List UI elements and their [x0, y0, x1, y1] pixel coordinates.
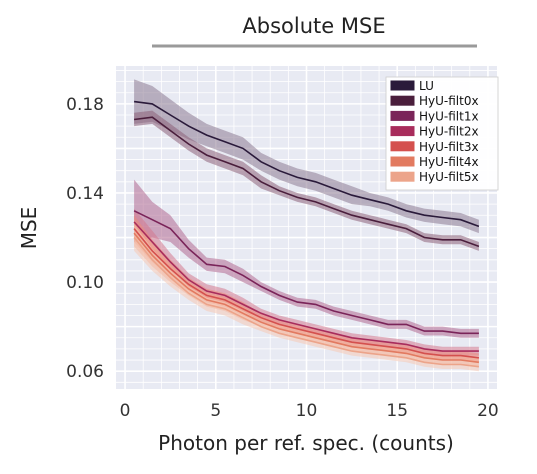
legend-swatch	[390, 171, 415, 182]
legend: LUHyU-filt0xHyU-filt1xHyU-filt2xHyU-filt…	[385, 76, 499, 191]
y-tick-label: 0.18	[66, 95, 104, 115]
error-band-2	[134, 179, 479, 338]
y-axis-label: MSE	[17, 207, 41, 250]
error-band-1	[134, 110, 479, 251]
y-axis-ticks: 0.06 0.10 0.14 0.18	[66, 95, 104, 382]
legend-label: HyU-filt4x	[419, 155, 479, 169]
legend-swatch	[390, 95, 415, 106]
series-lines	[133, 100, 480, 368]
chart-title: Absolute MSE	[242, 14, 385, 38]
legend-label: HyU-filt3x	[419, 140, 479, 154]
legend-swatch	[390, 156, 415, 167]
series-line-6	[133, 236, 479, 368]
y-tick-label: 0.14	[66, 184, 104, 204]
legend-label: HyU-filt2x	[419, 125, 479, 139]
legend-label: HyU-filt1x	[419, 109, 479, 123]
x-tick-label: 20	[477, 401, 499, 421]
series-line-0	[133, 100, 480, 228]
x-tick-label: 10	[296, 401, 318, 421]
legend-swatch	[390, 110, 415, 121]
y-tick-label: 0.06	[66, 362, 104, 382]
legend-swatch	[390, 141, 415, 152]
series-line-5	[133, 232, 480, 364]
x-axis-label: Photon per ref. spec. (counts)	[158, 431, 454, 455]
legend-label: HyU-filt5x	[419, 170, 479, 184]
legend-swatch	[390, 126, 415, 137]
legend-swatch	[390, 80, 415, 91]
x-axis-ticks: 0 5 10 15 20	[120, 401, 499, 421]
legend-label: HyU-filt0x	[419, 94, 479, 108]
series-line-4	[133, 228, 479, 359]
series-line-2	[133, 210, 479, 335]
y-tick-label: 0.10	[66, 273, 104, 293]
x-tick-label: 0	[120, 401, 131, 421]
series-line-1	[133, 116, 480, 248]
x-tick-label: 5	[210, 401, 221, 421]
legend-label: LU	[419, 79, 434, 93]
series-line-3	[133, 221, 479, 352]
x-tick-label: 15	[386, 401, 408, 421]
